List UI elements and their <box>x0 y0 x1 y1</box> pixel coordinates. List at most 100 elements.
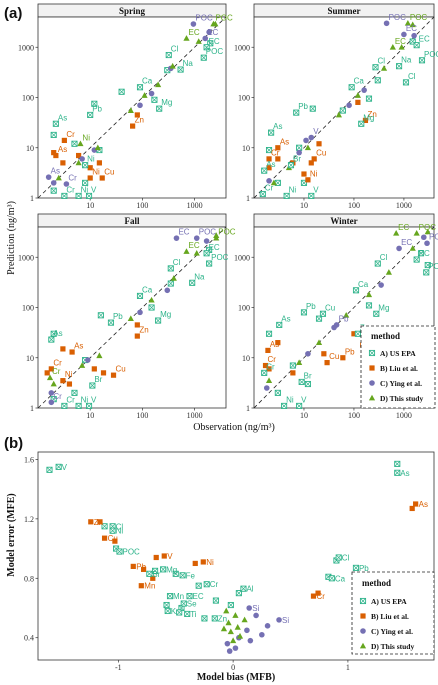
panel-b-label-ec: EC <box>193 592 204 601</box>
facet-winter-label-v: V <box>301 395 307 404</box>
facet-summer-point-us-epa-cross <box>340 107 346 114</box>
facet-spring-point-poc-cross <box>200 54 207 61</box>
panel-b-point-fe <box>179 572 186 579</box>
facet-spring-label-na: Na <box>183 59 194 68</box>
facet-winter-point-cu <box>324 360 330 366</box>
facet-spring-label-cu: Cu <box>104 168 114 177</box>
facet-spring-label-poc: POC <box>195 14 213 23</box>
facet-fall-point-ca <box>136 292 144 299</box>
panel-b-point-liu-et-al <box>141 566 147 572</box>
facet-summer-point-as <box>275 145 281 151</box>
facet-fall-point-liu-et-al <box>100 370 107 376</box>
facet-fall-point-ec <box>173 235 180 241</box>
facet-fall-point-na <box>189 279 196 286</box>
panel-b-point-ti-cross <box>184 611 191 617</box>
panel-b-point-pb-cross <box>353 565 359 571</box>
facet-fall-label-ec: EC <box>209 243 220 252</box>
facet-fall-point-us-epa <box>167 280 174 287</box>
facet-winter-label-ec: EC <box>401 238 412 247</box>
facet-winter-point-us-epa <box>424 261 431 269</box>
facet-summer-point-this-study <box>398 43 405 50</box>
panel-b-point-this-study <box>227 628 234 635</box>
facet-winter-point-us-epa-cross <box>424 262 431 268</box>
facet-fall-point-ying-et-al <box>48 390 55 396</box>
legend-b: method A) US EPA B) Liu et al. C) Ying et … <box>351 571 435 655</box>
panel-b-point-this-study <box>225 619 232 626</box>
facet-spring-point-liu-et-al <box>96 160 102 166</box>
facet-summer-label-cl: Cl <box>408 72 416 81</box>
facet-fall-point-cr <box>48 399 55 406</box>
facet-winter: Winter 10 100 1000 1 10 100 1000 EC POC EC POC EC POC… <box>234 213 438 420</box>
facet-spring-point-liu-et-al <box>87 165 93 171</box>
facet-fall-label-cr: Cr <box>53 358 62 367</box>
facet-winter-label-br: Br <box>304 371 312 380</box>
panel-b-point-this-study <box>232 612 239 618</box>
facet-summer-point-us-epa <box>265 147 273 154</box>
facet-summer-ytick-label: 1 <box>246 194 250 203</box>
facet-spring-point-na-cross <box>177 66 184 73</box>
facet-spring-point-ni-cross <box>75 193 82 199</box>
facet-fall-point-us-epa <box>148 304 155 311</box>
facet-fall-point-zn <box>134 333 140 339</box>
facet-summer-point-this-study <box>304 144 312 151</box>
facet-fall-xtick-label: 1000 <box>187 411 203 420</box>
facet-winter-label-mg: Mg <box>378 303 389 312</box>
panel-b-point-ying-et-al <box>224 640 231 647</box>
facet-summer-point-cr <box>259 190 266 198</box>
facet-spring-label-ni: Ni <box>87 155 95 164</box>
facet-winter-point-ying-et-al <box>305 350 311 357</box>
facet-summer-label-ni: Ni <box>289 185 297 194</box>
facet-fall-point-this-study <box>79 362 86 368</box>
facet-summer-title: Summer <box>328 6 361 16</box>
facet-winter-point-us-epa <box>315 315 323 322</box>
facet-summer-point-liu-et-al <box>275 156 281 162</box>
facet-spring-label-as: As <box>58 145 67 154</box>
panel-b-label-cl: Cl <box>116 522 124 531</box>
facet-summer-point-ni <box>305 177 311 183</box>
facet-spring-point-us-epa-cross <box>71 140 78 147</box>
facet-spring-point-ying-et-al <box>206 29 212 35</box>
legend-a: method A) US EPA B) Liu et al. C) Ying et … <box>360 325 436 409</box>
facet-spring-label-cr: Cr <box>68 173 77 182</box>
facet-winter-point-ni <box>281 402 288 409</box>
facet-winter-point-pb <box>300 309 308 316</box>
facet-winter-point-poc <box>413 229 420 236</box>
facet-fall-label-ec: EC <box>178 228 189 237</box>
facet-fall-point-us-epa <box>50 330 57 337</box>
panel-b-label-cr: Cr <box>316 592 325 601</box>
facet-spring-point-this-study <box>141 92 148 98</box>
facet-spring-point-ying-et-al <box>148 90 155 97</box>
facet-winter-point-this-study <box>315 339 323 346</box>
facet-spring-point-us-epa <box>151 96 158 103</box>
facet-winter-point-pb <box>340 355 346 361</box>
facet-fall-label-poc: POC <box>199 228 217 237</box>
facet-winter-point-this-study <box>424 228 431 235</box>
legend-b-title: method <box>362 578 391 588</box>
facet-summer-label-poc: POC <box>410 13 428 22</box>
facet-spring-point-zn <box>130 123 136 129</box>
panel-b-label-ca: Ca <box>335 574 346 583</box>
facet-fall-point-ying-et-al <box>164 287 171 294</box>
facet-summer-label-cu: Cu <box>316 148 326 157</box>
panel-b-tag: (b) <box>4 435 23 452</box>
panel-b-point-liu-et-al <box>409 505 415 512</box>
facet-winter-point-us-epa <box>417 250 425 257</box>
facet-summer-point-cl <box>372 64 379 71</box>
panel-b-point-us-epa <box>152 567 159 574</box>
facet-spring-ytick-label: 100 <box>22 94 34 103</box>
facet-spring-point-cl <box>165 51 172 59</box>
facet-spring-point-us-epa-cross <box>82 180 88 186</box>
facet-fall-point-cr <box>46 374 54 381</box>
facet-spring-point-us-epa-cross <box>151 96 158 103</box>
panel-b-point-ying-et-al <box>259 631 265 638</box>
facet-fall-point-ying-et-al <box>85 357 91 363</box>
facet-summer-point-ec <box>413 42 420 49</box>
panel-b-point-this-study <box>223 607 230 614</box>
facet-summer-label-as: As <box>273 122 282 131</box>
facet-winter-label-ni: Ni <box>286 395 294 404</box>
facet-fall-point-ec <box>183 248 190 254</box>
facet-fall-label-br: Br <box>94 375 102 384</box>
facet-summer-point-this-study <box>335 111 342 118</box>
legend-a-key-ying-et-al <box>369 380 375 386</box>
